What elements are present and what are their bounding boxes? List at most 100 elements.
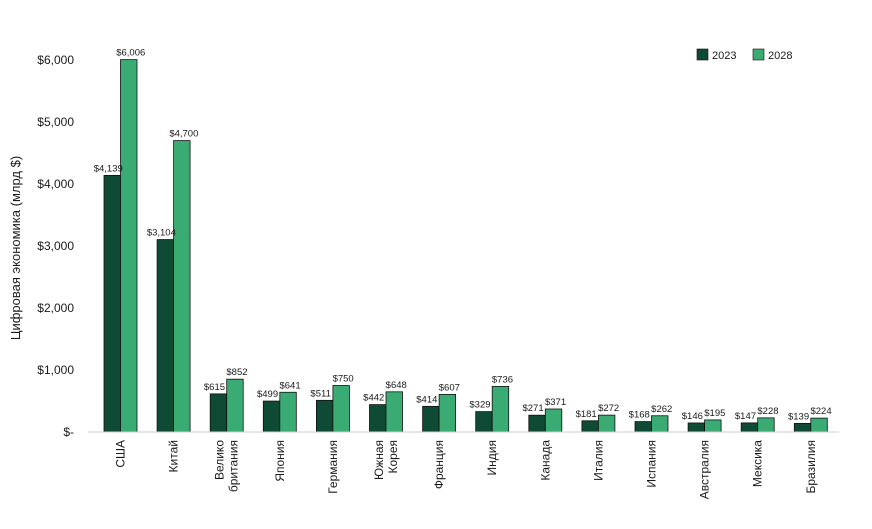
data-label-2028: $371	[545, 397, 566, 408]
data-label-2028: $228	[757, 406, 778, 417]
bar-2023	[103, 174, 121, 433]
data-label-2028: $272	[598, 403, 619, 414]
bar-2023	[687, 422, 705, 433]
data-label-2023: $329	[469, 400, 490, 411]
bar-2023	[793, 422, 812, 433]
category-label-line: Велико	[213, 440, 227, 480]
data-label-2028: $4,700	[169, 129, 198, 140]
category-label: Индия	[485, 440, 499, 475]
category-label: Мексика	[751, 440, 765, 487]
data-label-2028: $6,006	[116, 48, 145, 59]
category-label: Италия	[591, 440, 605, 481]
x-axis-categories: США Китай Великобритания Япония Германия Южна…	[114, 440, 818, 500]
bar-2023	[740, 422, 759, 433]
category-label: Канада	[538, 440, 552, 481]
y-tick-label: $6,000	[37, 53, 74, 67]
bar-2023	[475, 411, 493, 433]
y-axis-ticks: $- $1,000 $2,000 $3,000 $4,000 $5,000 $6,000	[37, 53, 74, 439]
bar-2028	[598, 414, 616, 433]
data-labels: $4,139 $3,104 $615 $499 $511 $442 $414 $329 $271…	[94, 48, 832, 423]
data-label-2023: $442	[363, 393, 384, 404]
data-label-2028: $641	[279, 380, 300, 391]
data-label-2023: $499	[257, 389, 278, 400]
legend: 2023 2028	[696, 48, 792, 62]
data-label-2028: $648	[386, 380, 407, 391]
data-label-2028: $262	[651, 404, 672, 415]
bar-2023	[422, 405, 440, 433]
y-tick-label: $1,000	[37, 363, 74, 377]
bar-2023	[315, 399, 334, 433]
data-label-2028: $736	[492, 374, 513, 385]
category-label-line: Франция	[432, 440, 446, 489]
data-label-2023: $414	[416, 394, 437, 405]
data-label-2023: $4,139	[94, 163, 123, 174]
category-label-line: Корея	[386, 440, 400, 474]
category-label: Германия	[326, 440, 340, 494]
bar-2028	[651, 415, 669, 433]
bar-2028	[491, 385, 510, 433]
category-label-line: Испания	[645, 440, 659, 488]
data-label-2023: $146	[682, 411, 703, 422]
legend-label-2028: 2028	[768, 50, 792, 62]
bar-2028	[438, 393, 457, 433]
data-label-2023: $139	[788, 411, 809, 422]
category-label: США	[114, 440, 128, 468]
category-label: Австралия	[698, 440, 712, 499]
category-label-line: Индия	[485, 440, 499, 475]
legend-label-2023: 2023	[712, 50, 736, 62]
category-label-line: Мексика	[751, 440, 765, 487]
bar-2028	[544, 408, 563, 433]
data-label-2023: $271	[522, 403, 543, 414]
bar-2028	[385, 391, 403, 433]
y-axis-label: Цифровая экономика (млрд $)	[8, 156, 23, 340]
bar-2023	[156, 239, 175, 433]
category-label-line: Бразилия	[804, 440, 818, 494]
bar-2023	[634, 421, 652, 433]
data-label-2028: $750	[333, 374, 354, 385]
data-label-2023: $181	[576, 409, 597, 420]
bar-2023	[209, 393, 228, 433]
category-label: Бразилия	[804, 440, 818, 494]
bar-2028	[173, 140, 191, 433]
data-label-2023: $511	[310, 388, 330, 399]
category-label-line: Китай	[167, 440, 181, 472]
bar-2028	[704, 419, 722, 433]
bar-2028	[757, 417, 775, 433]
category-label: Китай	[167, 440, 181, 472]
category-label-line: Германия	[326, 440, 340, 494]
data-label-2028: $852	[226, 367, 247, 378]
y-tick-label: $4,000	[37, 177, 74, 191]
category-label-line: США	[114, 440, 128, 468]
legend-swatch-2028	[752, 48, 765, 61]
legend-swatch-2023	[696, 48, 709, 61]
bar-2028	[279, 391, 297, 433]
category-label: Испания	[645, 440, 659, 488]
data-label-2023: $168	[629, 410, 650, 421]
category-label-line: Южная	[372, 440, 386, 480]
data-label-2028: $607	[439, 382, 460, 393]
bar-2023	[262, 400, 281, 433]
data-label-2023: $147	[735, 411, 756, 422]
bars	[103, 59, 828, 433]
data-label-2028: $224	[810, 406, 831, 417]
category-label: Япония	[273, 440, 287, 482]
category-label: Франция	[432, 440, 446, 489]
bar-2023	[581, 420, 599, 433]
data-label-2023: $3,104	[147, 228, 176, 239]
y-tick-label: $5,000	[37, 115, 74, 129]
category-label-line: Италия	[591, 440, 605, 481]
bar-2028	[810, 417, 828, 433]
y-tick-label: $-	[63, 425, 74, 439]
bar-2028	[120, 59, 138, 433]
category-label-line: Канада	[538, 440, 552, 481]
category-label-line: Япония	[273, 440, 287, 482]
category-label-line: британия	[227, 440, 241, 492]
category-label: ЮжнаяКорея	[372, 440, 400, 480]
bar-2023	[369, 404, 387, 433]
data-label-2023: $615	[204, 382, 225, 393]
bar-2028	[226, 378, 244, 433]
category-label: Великобритания	[213, 440, 241, 492]
bar-2028	[332, 385, 350, 433]
data-label-2028: $195	[704, 408, 725, 419]
